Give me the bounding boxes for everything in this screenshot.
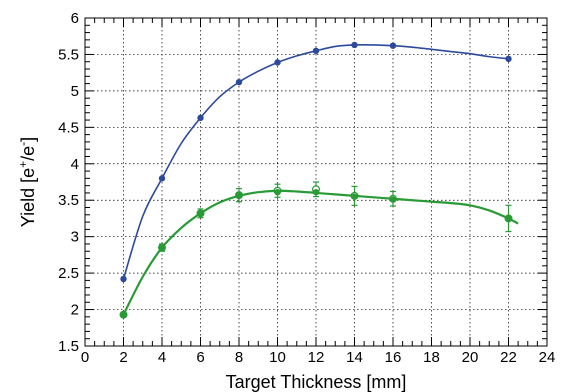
series-0 (120, 41, 512, 283)
y-tick-label: 2 (71, 302, 79, 319)
axis-ticks (84, 17, 548, 347)
data-point (158, 244, 166, 251)
x-tick-label: 6 (196, 349, 204, 366)
y-tick-label: 2.5 (58, 265, 79, 282)
x-tick-label: 16 (385, 349, 402, 366)
y-tick-labels: 1.5 2 2.5 3 3.5 4 4.5 5 5.5 6 (58, 10, 79, 355)
data-point (312, 189, 320, 196)
data-point (312, 47, 320, 54)
x-tick-label: 24 (539, 349, 556, 366)
data-point (120, 275, 127, 283)
x-tick-label: 4 (158, 349, 166, 366)
y-axis-title-sup1: + (16, 161, 30, 168)
data-series (119, 41, 519, 319)
x-tick-label: 2 (119, 349, 127, 366)
data-point (235, 191, 243, 199)
data-point (120, 311, 127, 318)
plot-frame (84, 17, 548, 347)
x-tick-label: 10 (269, 349, 286, 366)
y-axis-title-end: ] (18, 137, 38, 142)
y-axis-title-sup2: - (16, 142, 30, 146)
data-point (389, 196, 397, 203)
x-axis-title: Target Thickness [mm] (226, 372, 407, 392)
data-point (351, 41, 358, 49)
y-tick-label: 5 (71, 83, 79, 100)
y-tick-label: 4.5 (58, 119, 79, 136)
data-point (274, 189, 281, 196)
y-tick-label: 6 (71, 10, 79, 27)
y-axis-title: Yield [e+/e-] (16, 137, 38, 227)
x-tick-label: 12 (308, 349, 325, 366)
data-point (389, 42, 397, 49)
data-point (158, 175, 166, 182)
x-tick-label: 18 (423, 349, 440, 366)
x-tick-label: 8 (235, 349, 243, 366)
y-tick-label: 3.5 (58, 192, 79, 209)
y-tick-label: 1.5 (58, 338, 79, 355)
y-tick-label: 3 (71, 229, 79, 246)
series-2-fit-curve (122, 189, 519, 316)
data-point (235, 78, 243, 86)
data-point (197, 210, 204, 217)
data-point (505, 215, 512, 222)
x-tick-labels: 0 2 4 6 8 10 12 14 16 18 20 22 24 (81, 349, 556, 366)
data-point (197, 114, 204, 122)
y-axis-title-mid: /e (18, 146, 38, 161)
x-tick-label: 0 (81, 349, 89, 366)
series-0-fit-curve (122, 44, 509, 280)
x-tick-label: 14 (346, 349, 363, 366)
data-point (274, 59, 281, 66)
y-tick-label: 5.5 (58, 46, 79, 63)
x-tick-label: 20 (462, 349, 479, 366)
data-point (505, 55, 512, 63)
x-tick-label: 22 (500, 349, 517, 366)
data-point (351, 193, 358, 200)
y-axis-title-main: Yield [e (18, 168, 38, 227)
y-tick-label: 4 (71, 156, 79, 173)
series-2 (120, 189, 519, 318)
